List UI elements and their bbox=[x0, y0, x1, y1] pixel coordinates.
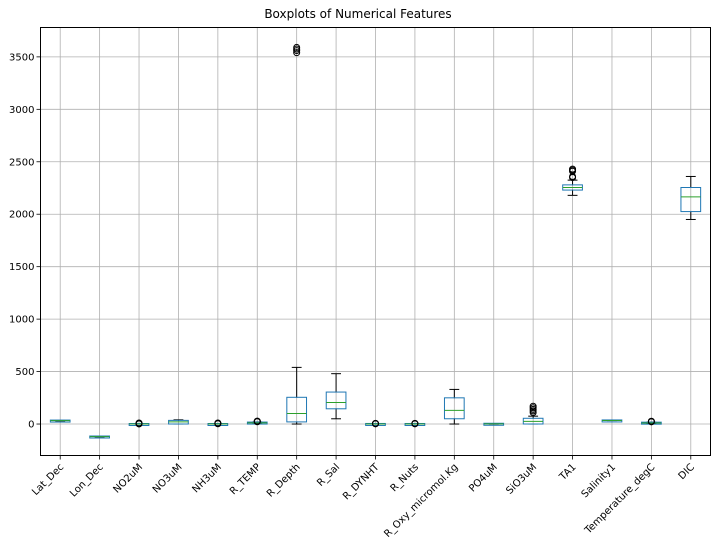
box-no3um bbox=[168, 419, 189, 425]
y-tick-label: 1500 bbox=[9, 262, 34, 273]
outlier-point bbox=[214, 419, 222, 427]
box-r-depth bbox=[286, 43, 308, 425]
outlier-point bbox=[253, 417, 261, 425]
iqr-box bbox=[286, 396, 308, 423]
box-sio3um bbox=[522, 402, 544, 425]
y-tick-label: 3000 bbox=[9, 105, 34, 116]
plot-frame bbox=[40, 27, 711, 456]
iqr-box bbox=[325, 391, 347, 410]
y-tick-label: 1000 bbox=[9, 315, 34, 326]
box-lat-dec bbox=[49, 419, 71, 423]
y-tick-label: 0 bbox=[28, 420, 34, 431]
boxes bbox=[49, 43, 702, 439]
box-r-sal bbox=[325, 373, 347, 420]
outlier-point bbox=[647, 417, 655, 425]
box-r-oxy-micromol-kg bbox=[443, 388, 465, 425]
outlier-point bbox=[411, 419, 419, 427]
outlier-point bbox=[529, 402, 537, 410]
box-temperature-degc bbox=[641, 417, 662, 426]
outlier-point bbox=[372, 419, 379, 427]
y-tick-label: 500 bbox=[15, 367, 34, 378]
box-r-dynht bbox=[365, 419, 386, 428]
box-ta1 bbox=[562, 165, 583, 196]
box-r-temp bbox=[246, 417, 268, 426]
box-dic bbox=[680, 175, 702, 220]
box-po4um bbox=[483, 422, 505, 426]
y-tick-label: 3500 bbox=[9, 52, 34, 63]
y-tick-label: 2000 bbox=[9, 210, 34, 221]
grid-lines bbox=[40, 27, 711, 456]
chart-title: Boxplots of Numerical Features bbox=[264, 7, 451, 21]
outlier-point bbox=[569, 165, 577, 173]
iqr-box bbox=[680, 187, 702, 213]
y-tick-label: 2500 bbox=[9, 157, 34, 168]
iqr-box bbox=[443, 397, 465, 420]
outlier-point bbox=[293, 43, 301, 51]
outlier-point bbox=[293, 49, 301, 57]
box-salinity1 bbox=[601, 419, 623, 423]
box-r-nuts bbox=[404, 419, 426, 428]
outlier-point bbox=[135, 419, 143, 427]
box-no2um bbox=[128, 419, 150, 428]
y-axis-ticks: 0 500 1000 1500 2000 2500 3000 3500 bbox=[9, 52, 41, 431]
box-nh3um bbox=[207, 419, 229, 428]
box-lon-dec bbox=[89, 435, 110, 439]
